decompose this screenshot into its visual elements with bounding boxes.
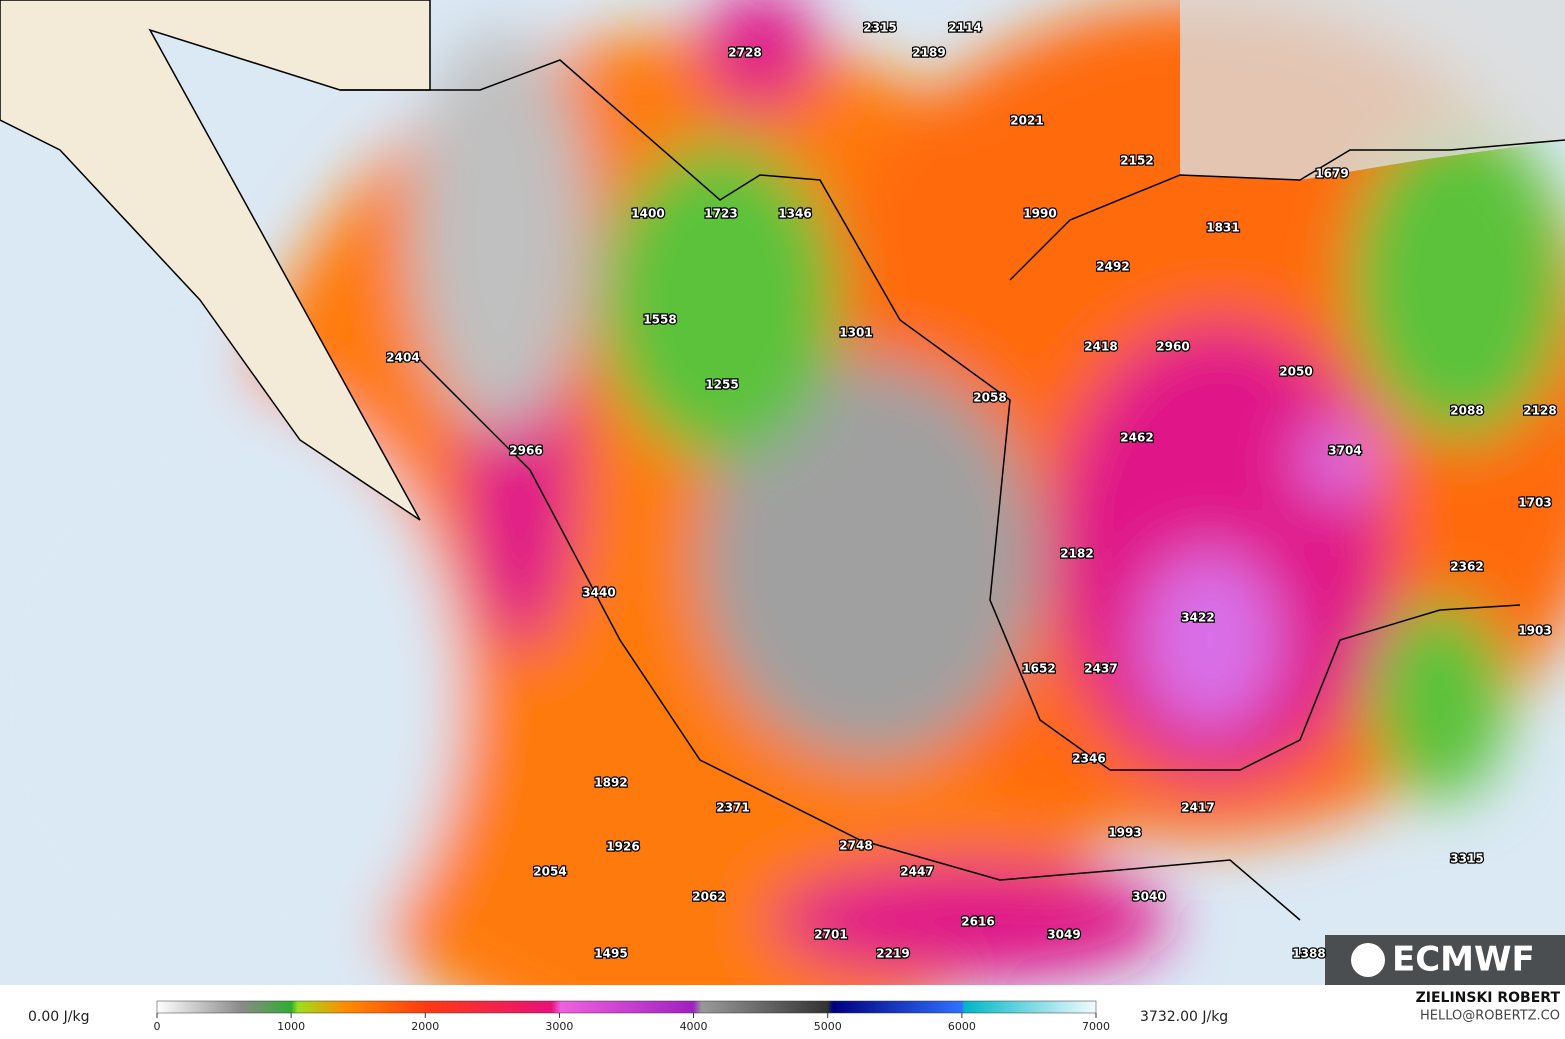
value-label: 2362 [1450,560,1483,574]
logo-text: ECMWF [1392,940,1535,980]
colorbar-tick-label: 5000 [814,1020,842,1033]
value-label: 2701 [814,928,847,942]
value-label: 2492 [1096,260,1129,274]
value-label: 2966 [509,444,542,458]
value-label: 2114 [948,21,981,35]
value-label: 2062 [692,890,725,904]
colorbar [156,1000,1097,1014]
colorbar-tick-label: 6000 [948,1020,976,1033]
colorbar-tick-label: 0 [154,1020,161,1033]
value-label: 2088 [1450,404,1483,418]
value-label: 1558 [643,313,676,327]
value-label: 1723 [704,207,737,221]
value-label: 1346 [778,207,811,221]
value-label: 2050 [1279,365,1312,379]
value-label: 2315 [863,21,896,35]
value-label: 1301 [839,326,872,340]
value-label: 2418 [1084,340,1117,354]
value-label: 2616 [961,915,994,929]
value-label: 2404 [386,351,419,365]
value-label: 1703 [1518,496,1551,510]
value-label: 1652 [1022,662,1055,676]
value-label: 2152 [1120,154,1153,168]
value-label: 2021 [1010,114,1043,128]
value-label: 2182 [1060,547,1093,561]
value-label: 3315 [1450,852,1483,866]
value-label: 1831 [1206,221,1239,235]
min-label: 0.00 J/kg [28,1009,89,1025]
value-label: 3049 [1047,928,1080,942]
value-label: 2219 [876,947,909,961]
value-label: 2054 [533,865,566,879]
value-label: 2728 [728,46,761,60]
value-label: 2346 [1072,752,1105,766]
value-label: 2447 [900,865,933,879]
colorbar-tick-label: 3000 [545,1020,573,1033]
value-label: 1400 [631,207,664,221]
value-label: 1892 [594,776,627,790]
colorbar-tick-label: 4000 [680,1020,708,1033]
value-label: 2748 [839,839,872,853]
value-label: 2189 [912,46,945,60]
value-label: 1993 [1108,826,1141,840]
value-label: 1679 [1315,167,1348,181]
value-label: 2960 [1156,340,1189,354]
value-label: 3040 [1132,890,1165,904]
value-label: 1255 [705,378,738,392]
value-label: 2371 [716,801,749,815]
max-label: 3732.00 J/kg [1140,1009,1228,1025]
value-label: 1990 [1023,207,1056,221]
colorbar-tick-label: 7000 [1082,1020,1110,1033]
value-label: 2417 [1181,801,1214,815]
value-labels: 2315 2114 2728 2189 2021 2152 1679 1400 1723 1346… [385,19,1558,962]
colorbar-tick-label: 1000 [277,1020,305,1033]
credit-author: ZIELINSKI ROBERT [1416,990,1561,1006]
value-label: 1903 [1518,624,1551,638]
value-label: 3440 [582,586,615,600]
logo-icon [1351,943,1385,977]
value-label: 2128 [1523,404,1556,418]
value-label: 2462 [1120,431,1153,445]
credit-contact: HELLO@ROBERTZ.CO [1420,1009,1560,1024]
value-label: 2437 [1084,662,1117,676]
value-label: 3704 [1328,444,1361,458]
value-label: 1495 [594,947,627,961]
value-label: 1388 [1292,947,1325,961]
value-label: 3422 [1181,611,1214,625]
colorbar-ticks: 0 1000 2000 3000 4000 5000 6000 7000 [154,1013,1110,1033]
colorbar-tick-label: 2000 [411,1020,439,1033]
value-label: 1926 [606,840,639,854]
value-label: 2058 [973,391,1006,405]
